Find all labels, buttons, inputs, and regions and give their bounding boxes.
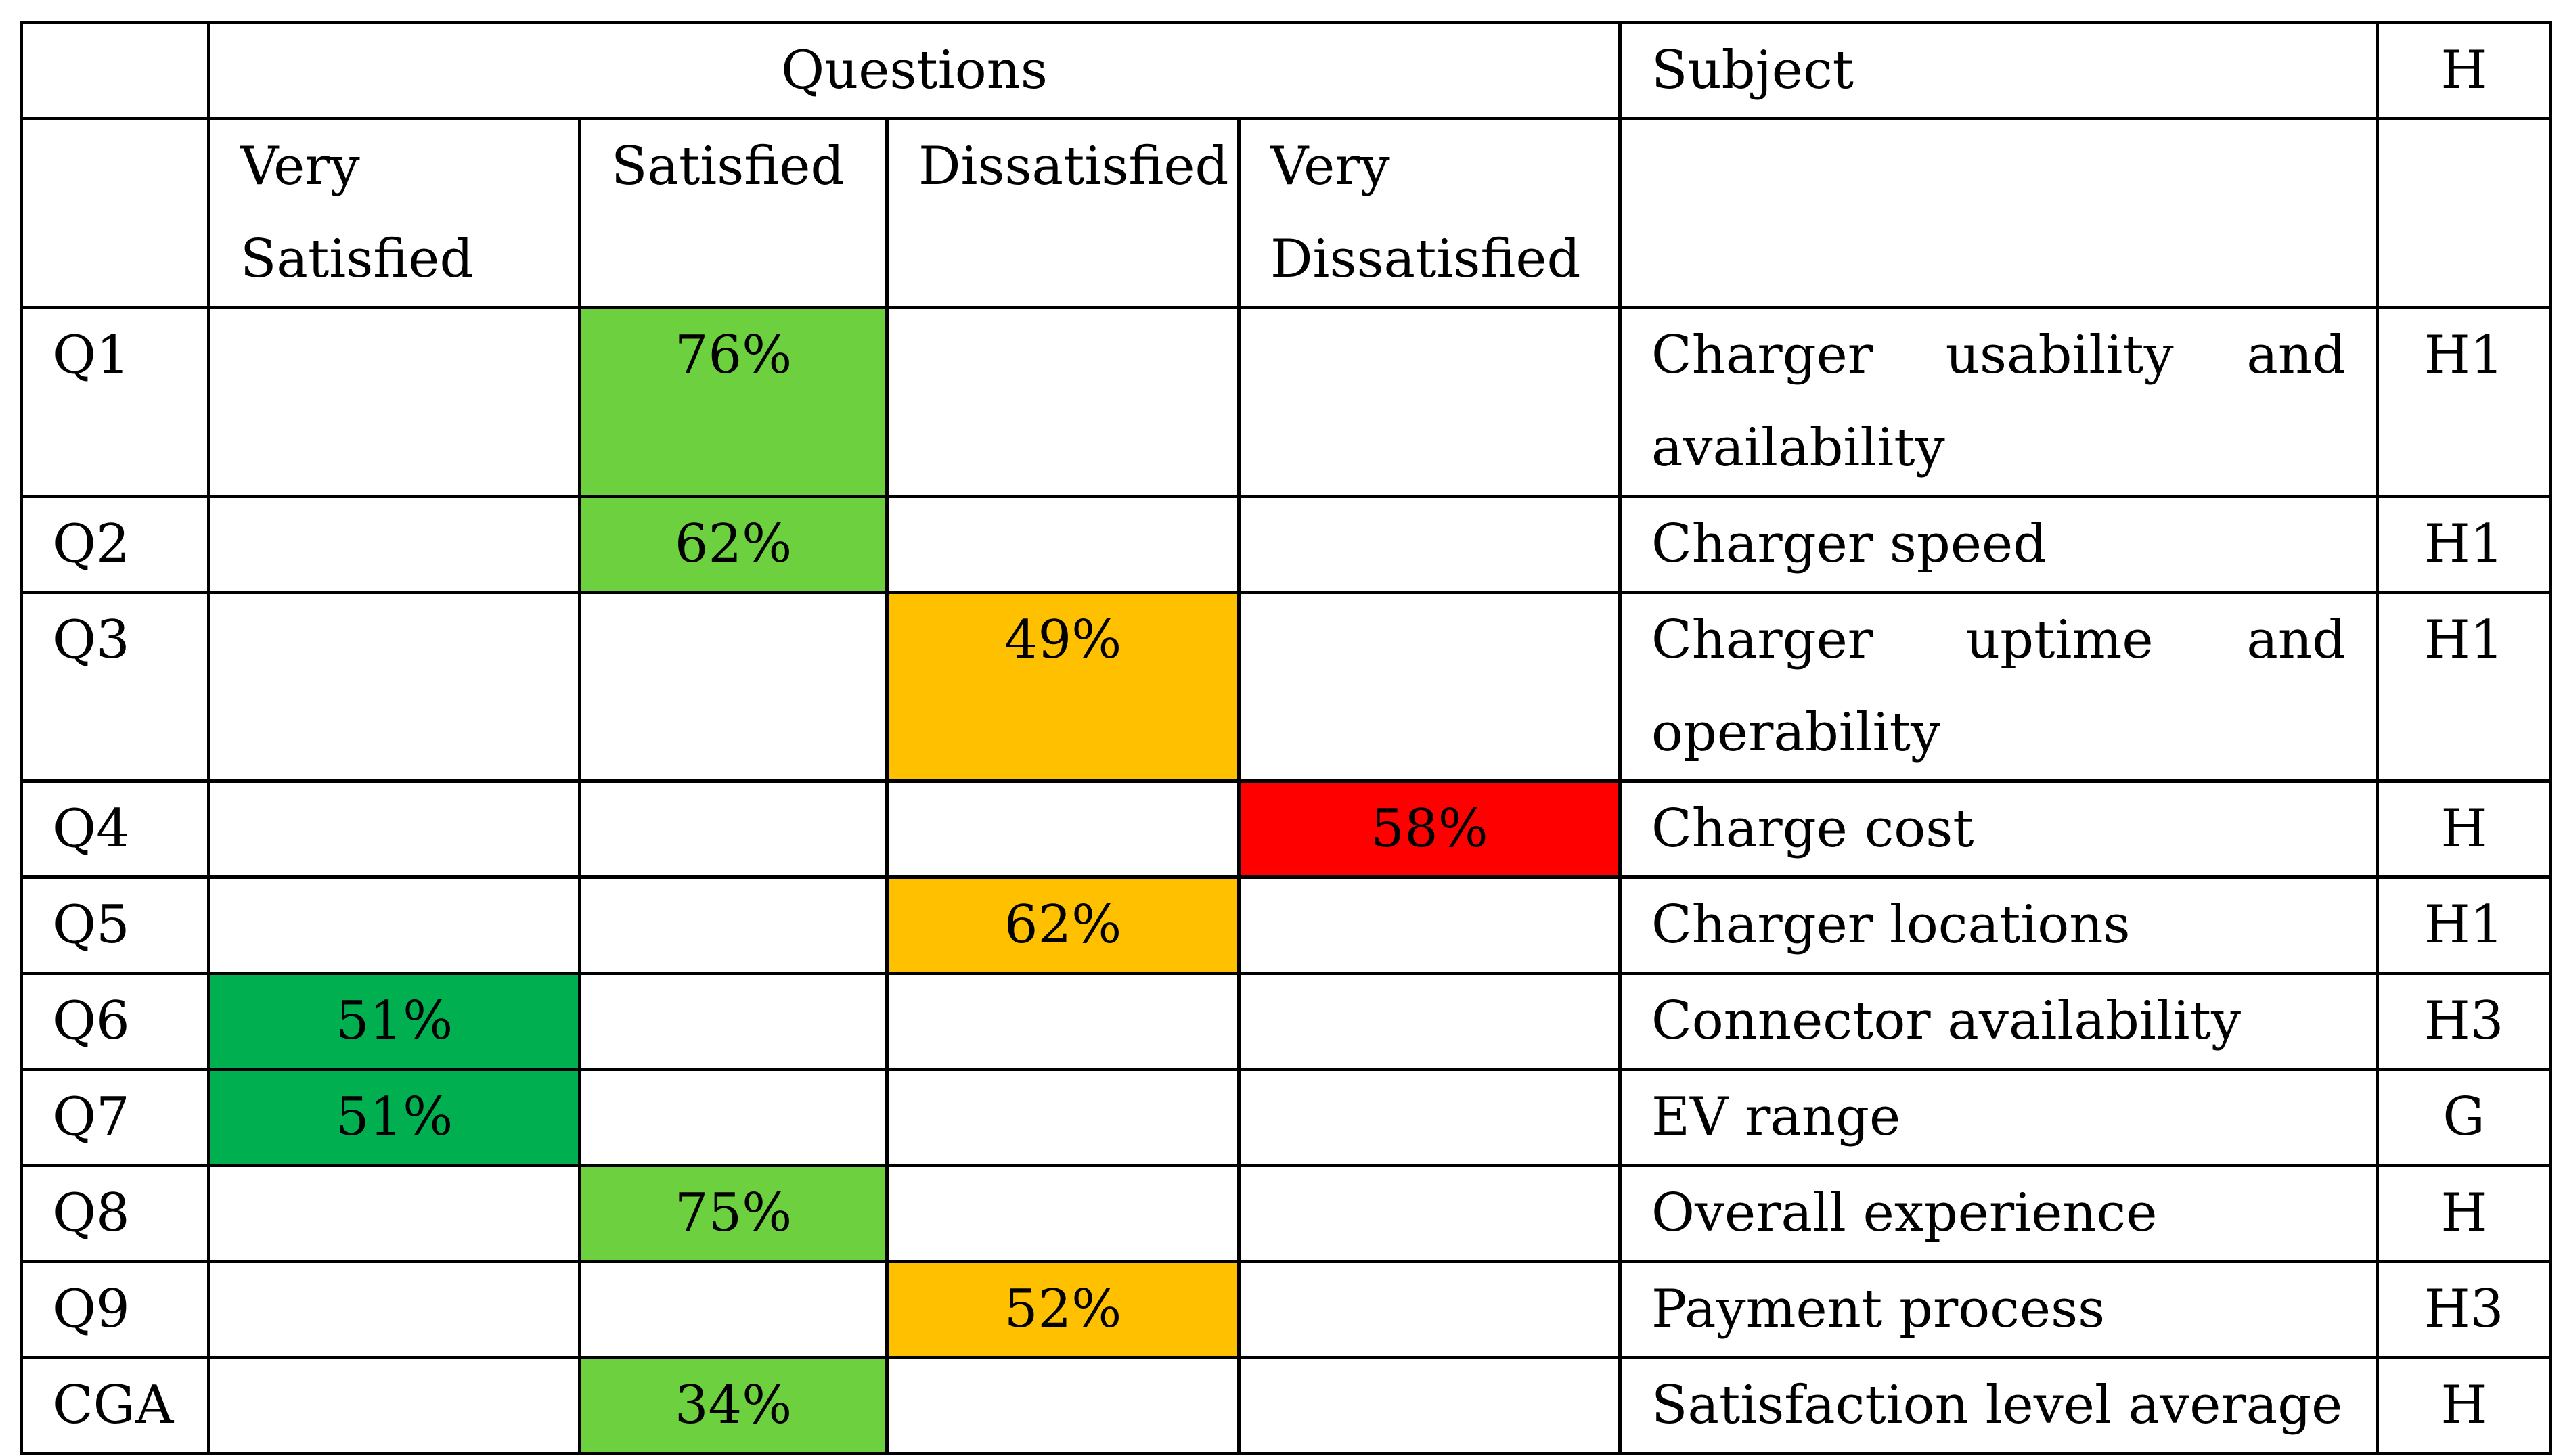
satisfied-header: Satisfied xyxy=(578,117,889,309)
table-row: Q8 75% Overall experience H xyxy=(20,1164,2553,1263)
satisfied-cell: 34% xyxy=(578,1356,889,1455)
dissatisfied-cell: 49% xyxy=(885,591,1241,783)
very-dissatisfied-cell: 58% xyxy=(1237,779,1622,879)
satisfied-cell xyxy=(578,972,889,1071)
question-id-cell: Q9 xyxy=(20,1260,210,1359)
question-id-cell: Q2 xyxy=(20,495,210,594)
h-subheader-empty-cell xyxy=(2376,117,2553,309)
very-dissatisfied-cell xyxy=(1237,591,1622,783)
very-satisfied-cell: 51% xyxy=(207,1068,581,1167)
very-dissatisfied-cell xyxy=(1237,1164,1622,1263)
very-satisfied-cell xyxy=(207,1164,581,1263)
subject-cell: Overall experience xyxy=(1618,1164,2380,1263)
subject-cell: Connector availability xyxy=(1618,972,2380,1071)
table-body: Questions Subject H Very Satisfied Satis… xyxy=(20,21,2553,1455)
question-id-cell: Q8 xyxy=(20,1164,210,1263)
very-satisfied-cell xyxy=(207,591,581,783)
very-satisfied-cell xyxy=(207,1260,581,1359)
hypothesis-cell: H3 xyxy=(2376,972,2553,1071)
very-dissatisfied-cell xyxy=(1237,306,1622,498)
subject-cell: Charger locations xyxy=(1618,875,2380,975)
very-dissatisfied-cell xyxy=(1237,972,1622,1071)
satisfied-cell xyxy=(578,1068,889,1167)
hypothesis-cell: H1 xyxy=(2376,875,2553,975)
dissatisfied-cell xyxy=(885,972,1241,1071)
subject-cell: Charger speed xyxy=(1618,495,2380,594)
survey-results-table: Questions Subject H Very Satisfied Satis… xyxy=(20,21,2553,1455)
question-id-cell: Q6 xyxy=(20,972,210,1071)
subject-cell: EV range xyxy=(1618,1068,2380,1167)
hypothesis-cell: G xyxy=(2376,1068,2553,1167)
very-satisfied-cell xyxy=(207,1356,581,1455)
table-row: Q3 49% Charger uptime and operability H1 xyxy=(20,591,2553,783)
subheader-row: Very Satisfied Satisfied Dissatisfied Ve… xyxy=(20,117,2553,309)
very-satisfied-cell: 51% xyxy=(207,972,581,1071)
subject-cell: Payment process xyxy=(1618,1260,2380,1359)
very-satisfied-cell xyxy=(207,306,581,498)
table-row: Q4 58% Charge cost H xyxy=(20,779,2553,879)
hypothesis-cell: H xyxy=(2376,1164,2553,1263)
hypothesis-cell: H xyxy=(2376,1356,2553,1455)
satisfied-cell xyxy=(578,591,889,783)
table-row: Q7 51% EV range G xyxy=(20,1068,2553,1167)
table-row: Q6 51% Connector availability H3 xyxy=(20,972,2553,1071)
table-row: Q2 62% Charger speed H1 xyxy=(20,495,2553,594)
table-row: Q5 62% Charger locations H1 xyxy=(20,875,2553,975)
dissatisfied-cell xyxy=(885,306,1241,498)
very-satisfied-cell xyxy=(207,875,581,975)
dissatisfied-cell: 52% xyxy=(885,1260,1241,1359)
very-satisfied-cell xyxy=(207,779,581,879)
subject-header: Subject xyxy=(1618,21,2380,120)
question-id-cell: Q3 xyxy=(20,591,210,783)
very-satisfied-cell xyxy=(207,495,581,594)
very-dissatisfied-cell xyxy=(1237,875,1622,975)
questions-header: Questions xyxy=(206,21,1622,120)
very-dissatisfied-header: Very Dissatisfied xyxy=(1237,117,1622,309)
satisfied-cell: 62% xyxy=(578,495,889,594)
question-id-cell: Q4 xyxy=(20,779,210,879)
very-dissatisfied-cell xyxy=(1237,1260,1622,1359)
very-dissatisfied-cell xyxy=(1237,495,1622,594)
very-satisfied-header: Very Satisfied xyxy=(207,117,581,309)
question-id-cell: Q5 xyxy=(20,875,210,975)
dissatisfied-cell xyxy=(885,1164,1241,1263)
question-id-cell: CGA xyxy=(20,1356,210,1455)
satisfied-cell xyxy=(578,779,889,879)
hypothesis-cell: H1 xyxy=(2376,306,2553,498)
hypothesis-cell: H xyxy=(2376,779,2553,879)
subject-cell: Satisfaction level average xyxy=(1618,1356,2380,1455)
dissatisfied-cell xyxy=(885,1068,1241,1167)
very-dissatisfied-cell xyxy=(1237,1068,1622,1167)
subject-cell: Charge cost xyxy=(1618,779,2380,879)
corner-cell xyxy=(20,21,210,120)
question-id-cell: Q1 xyxy=(20,306,210,498)
dissatisfied-cell xyxy=(885,495,1241,594)
subject-cell: Charger usability and availability xyxy=(1618,306,2380,498)
dissatisfied-cell xyxy=(885,779,1241,879)
table-row: Q1 76% Charger usability and availability H… xyxy=(20,306,2553,498)
table-row: Q9 52% Payment process H3 xyxy=(20,1260,2553,1359)
header-row: Questions Subject H xyxy=(20,21,2553,120)
satisfied-cell: 75% xyxy=(578,1164,889,1263)
very-dissatisfied-cell xyxy=(1237,1356,1622,1455)
h-header: H xyxy=(2376,21,2553,120)
dissatisfied-cell: 62% xyxy=(885,875,1241,975)
subheader-empty-cell xyxy=(20,117,210,309)
satisfied-cell xyxy=(578,875,889,975)
subject-cell: Charger uptime and operability xyxy=(1618,591,2380,783)
hypothesis-cell: H1 xyxy=(2376,495,2553,594)
question-id-cell: Q7 xyxy=(20,1068,210,1167)
satisfied-cell: 76% xyxy=(578,306,889,498)
subject-subheader-empty-cell xyxy=(1618,117,2380,309)
hypothesis-cell: H3 xyxy=(2376,1260,2553,1359)
dissatisfied-header: Dissatisfied xyxy=(885,117,1241,309)
hypothesis-cell: H1 xyxy=(2376,591,2553,783)
table-row: CGA 34% Satisfaction level average H xyxy=(20,1356,2553,1455)
satisfied-cell xyxy=(578,1260,889,1359)
dissatisfied-cell xyxy=(885,1356,1241,1455)
